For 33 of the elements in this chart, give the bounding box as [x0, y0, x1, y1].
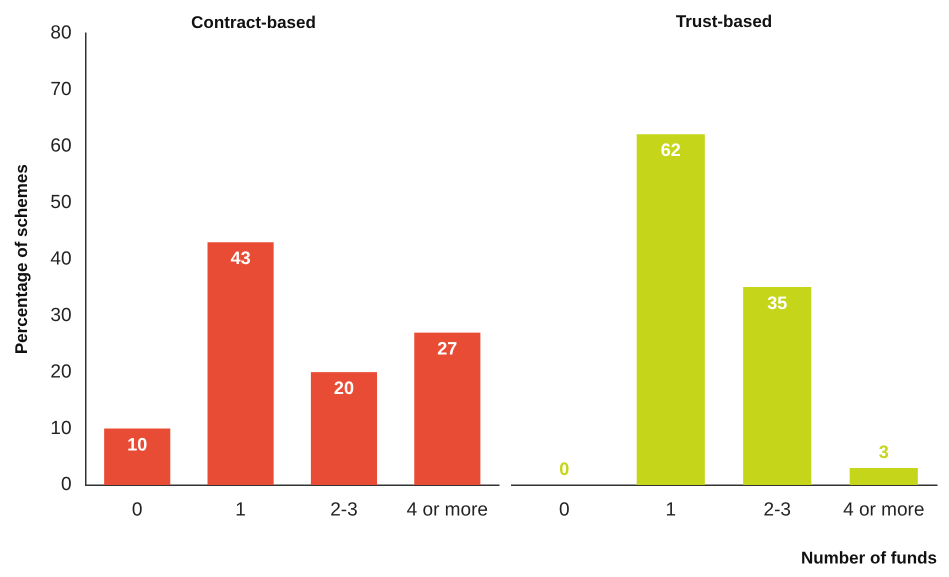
data-label: 20 [334, 378, 354, 398]
x-tick-label: 1 [665, 500, 676, 521]
chart-title: Contract-based [191, 12, 316, 32]
bar [310, 372, 378, 485]
chart-title: Trust-based [676, 12, 772, 31]
y-tick-label: 60 [50, 136, 72, 157]
y-tick-label: 70 [50, 79, 72, 100]
x-tick-label: 0 [558, 500, 570, 521]
y-tick-label: 20 [50, 361, 72, 382]
bar [414, 332, 480, 485]
data-label: 62 [660, 140, 681, 160]
x-tick-label: 4 or more [843, 500, 924, 521]
y-tick-label: 40 [50, 248, 72, 270]
bar [104, 428, 170, 485]
y-tick-label: 50 [50, 192, 72, 213]
bar [208, 242, 274, 485]
x-tick-label: 1 [235, 500, 246, 521]
data-label: 35 [767, 292, 788, 313]
y-tick-label: 30 [50, 304, 72, 326]
data-label: 27 [437, 338, 458, 359]
y-tick-label: 80 [50, 22, 72, 44]
data-label: 43 [230, 248, 251, 268]
y-tick-label: 0 [60, 474, 72, 496]
data-label: 3 [878, 442, 889, 462]
y-axis-title: Percentage of schemes [12, 164, 31, 354]
x-axis-title: Number of funds [801, 548, 937, 568]
data-label: 10 [127, 434, 148, 455]
x-tick-label: 0 [132, 500, 143, 521]
x-tick-label: 2-3 [764, 500, 791, 521]
data-label: 0 [559, 458, 570, 479]
x-tick-label: 4 or more [406, 500, 488, 521]
y-tick-label: 10 [50, 418, 72, 439]
x-tick-label: 2-3 [330, 500, 358, 521]
